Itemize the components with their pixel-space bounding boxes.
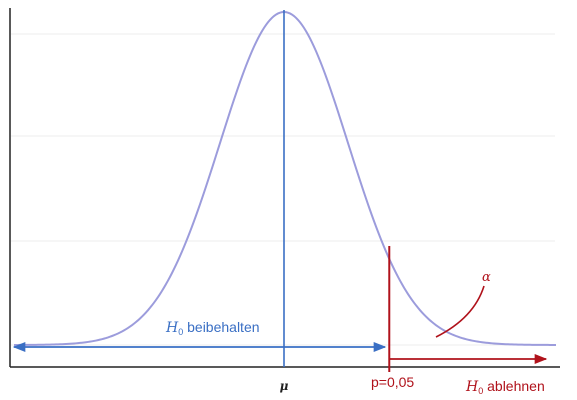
h0-subscript-reject: 0 (478, 386, 483, 396)
alpha-label: α (482, 270, 491, 285)
normal-curve (14, 10, 557, 346)
mu-label: μ (280, 379, 289, 393)
alpha-pointer-arc (435, 285, 485, 338)
keep-h0-label: H0 beibehalten (165, 319, 260, 337)
h0-symbol: H (165, 320, 179, 336)
p-value-label: p=0,05 (371, 374, 414, 390)
reject-text: ablehnen (483, 378, 545, 394)
h0-subscript: 0 (178, 327, 183, 337)
reject-h0-label: H0 ablehnen (465, 378, 545, 396)
keep-text: beibehalten (183, 319, 259, 335)
h0-symbol-reject: H (465, 379, 479, 395)
gridlines (11, 33, 555, 346)
